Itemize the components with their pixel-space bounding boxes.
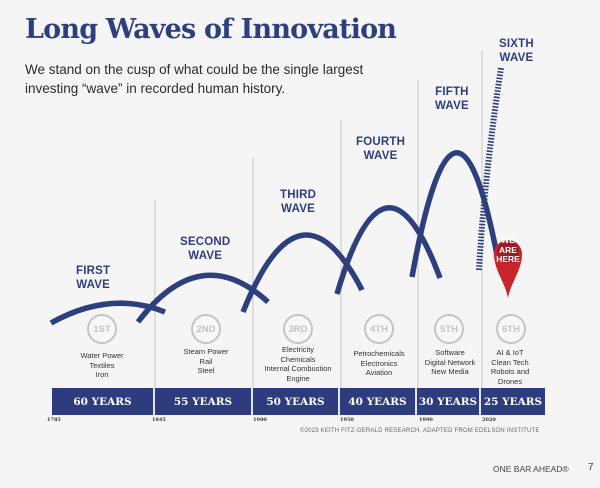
tech-item: Clean Tech <box>491 357 529 367</box>
tech-list-6: AI & IoT Clean Tech Robots and Drones <box>484 348 536 386</box>
wave-arc-6 <box>476 67 504 271</box>
ordinal-badge-4: 4TH <box>364 314 394 344</box>
tech-item: Steel <box>197 366 215 376</box>
tech-item: Internal Combustion <box>264 364 332 374</box>
wave-label-line: SECOND <box>180 236 231 248</box>
year-tick: 1900 <box>253 417 267 423</box>
wave-label-line: WAVE <box>363 150 398 162</box>
wave-label-fifth: FIFTH WAVE <box>435 85 469 113</box>
year-tick: 2020 <box>482 417 496 423</box>
location-pin-icon <box>494 240 522 298</box>
tech-item: Engine <box>286 373 310 383</box>
tech-item: Textiles <box>89 360 115 370</box>
wave-label-fourth: FOURTH WAVE <box>356 135 405 163</box>
wave-label-line: FIFTH <box>435 86 469 98</box>
tech-list-4: Petrochemicals Electronics Aviation <box>345 349 413 378</box>
ordinal-badge-5: 5TH <box>434 314 464 344</box>
duration-segment: 40 YEARS <box>340 388 417 415</box>
wave-label-sixth: SIXTH WAVE <box>499 37 534 65</box>
wave-label-second: SECOND WAVE <box>180 235 230 263</box>
tech-item: Aviation <box>365 368 393 378</box>
year-tick: 1990 <box>419 417 433 423</box>
page-subtitle: We stand on the cusp of what could be th… <box>25 62 364 96</box>
source-credit: ©2023 KEITH FITZ-GERALD RESEARCH, ADAPTE… <box>300 428 540 434</box>
we-are-here-marker: WE ARE HERE <box>493 235 523 265</box>
wave-label-line: FOURTH <box>356 136 406 148</box>
duration-segment: 60 YEARS <box>52 388 155 415</box>
marker-text: WE <box>501 235 515 245</box>
tech-list-1: Water Power Textiles Iron <box>72 351 132 380</box>
marker-text: HERE <box>496 254 520 264</box>
tech-item: Iron <box>95 370 109 380</box>
tech-item: Water Power <box>80 351 124 360</box>
tech-item: Chemicals <box>280 354 316 364</box>
wave-label-line: FIRST <box>76 265 111 277</box>
year-tick: 1845 <box>152 417 166 423</box>
marker-text: ARE <box>499 244 517 255</box>
tech-item: Electricity <box>281 345 315 354</box>
footer-brand: ONE BAR AHEAD® <box>493 464 569 474</box>
wave-label-line: THIRD <box>280 189 317 201</box>
wave-label-line: WAVE <box>499 52 534 64</box>
tech-item: New Media <box>431 367 469 377</box>
duration-segment: 30 YEARS <box>417 388 481 415</box>
tech-item: Digital Network <box>424 357 476 367</box>
wave-label-third: THIRD WAVE <box>280 188 316 216</box>
wave-label-first: FIRST WAVE <box>76 264 110 292</box>
ordinal-badge-1: 1ST <box>87 314 117 344</box>
tech-item: Petrochemicals <box>353 349 405 358</box>
ordinal-badge-6: 6TH <box>496 314 526 344</box>
year-tick: 1785 <box>47 417 61 423</box>
wave-arc-4 <box>334 205 443 295</box>
ordinal-badge-2: 2ND <box>191 314 221 344</box>
wave-label-line: SIXTH <box>499 38 534 50</box>
tech-list-3: Electricity Chemicals Internal Combustio… <box>258 345 338 383</box>
tech-item: Drones <box>497 376 523 386</box>
tech-item: Electronics <box>360 358 398 368</box>
tech-item: Steam Power <box>183 347 229 356</box>
page-number: 7 <box>588 462 594 473</box>
wave-label-line: WAVE <box>435 100 469 112</box>
tech-list-5: Software Digital Network New Media <box>419 348 481 377</box>
wave-label-line: WAVE <box>281 203 315 215</box>
page-title: Long Waves of Innovation <box>25 14 397 45</box>
duration-segment: 55 YEARS <box>155 388 253 415</box>
tech-list-2: Steam Power Rail Steel <box>176 347 236 376</box>
duration-segment: 50 YEARS <box>253 388 340 415</box>
tech-item: AI & IoT <box>496 348 524 357</box>
wave-label-line: WAVE <box>188 250 223 262</box>
duration-segment: 25 YEARS <box>481 388 545 415</box>
wave-label-line: WAVE <box>76 279 111 291</box>
duration-bar: 60 YEARS 55 YEARS 50 YEARS 40 YEARS 30 Y… <box>52 388 545 415</box>
ordinal-badge-3: 3RD <box>283 314 313 344</box>
tech-item: Software <box>435 348 465 357</box>
tech-item: Rail <box>199 356 213 366</box>
tech-item: Robots and <box>490 367 530 377</box>
year-tick: 1950 <box>340 417 354 423</box>
